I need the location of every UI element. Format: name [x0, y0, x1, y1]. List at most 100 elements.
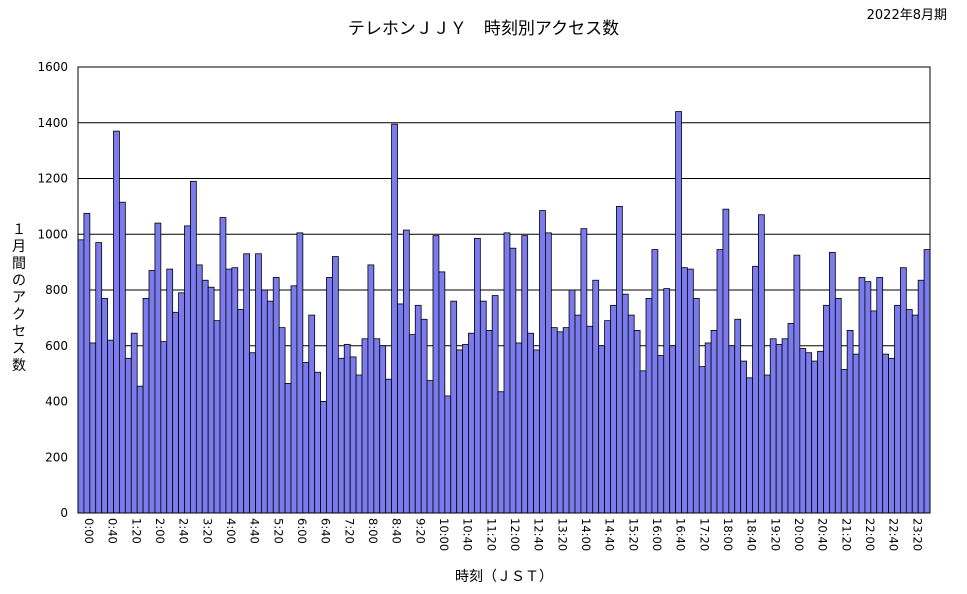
x-tick-labels: 0:00 0:40 1:20 2:00 2:40 3:20 4:00 4:40 5:20 6:00… — [82, 518, 924, 551]
y-axis-label: １月間のアクセス数 — [12, 222, 26, 374]
bar — [598, 345, 605, 514]
bar — [474, 238, 481, 514]
bar — [367, 264, 375, 514]
bar — [805, 352, 813, 514]
bar — [219, 217, 227, 514]
bar — [503, 232, 511, 514]
bar — [781, 338, 789, 514]
x-tick-label: 20:00 — [792, 518, 806, 551]
bar — [740, 360, 747, 514]
bar — [349, 356, 357, 514]
x-tick-label: 22:00 — [863, 518, 877, 551]
bar — [373, 338, 381, 514]
bar — [840, 369, 848, 514]
bar — [290, 285, 298, 514]
bar — [332, 256, 339, 514]
x-tick-label: 2:00 — [153, 518, 167, 544]
bar — [201, 279, 209, 514]
bar — [817, 350, 824, 514]
bar — [527, 332, 534, 514]
bar — [432, 235, 440, 514]
bar — [645, 297, 653, 514]
bar — [284, 382, 292, 514]
bar — [923, 249, 931, 514]
x-tick-label: 16:00 — [650, 518, 664, 551]
bar — [119, 201, 126, 514]
bar — [237, 309, 245, 514]
bar — [231, 267, 239, 514]
bar — [101, 297, 108, 514]
bar — [586, 325, 594, 514]
y-tick-label: 400 — [45, 395, 68, 409]
bar — [763, 374, 771, 514]
x-tick-label: 13:20 — [555, 518, 569, 551]
bar — [148, 270, 156, 514]
bar — [414, 304, 422, 514]
bar — [266, 300, 274, 514]
bar — [834, 297, 842, 514]
bar — [438, 271, 446, 514]
bar — [829, 251, 836, 514]
x-tick-label: 12:00 — [508, 518, 522, 551]
x-tick-label: 6:40 — [319, 518, 333, 544]
bar — [113, 130, 120, 514]
bar — [207, 286, 215, 514]
bars — [77, 111, 931, 514]
bar — [894, 304, 901, 514]
bar — [687, 268, 694, 514]
x-tick-label: 9:20 — [413, 518, 427, 544]
bar — [391, 123, 398, 514]
bar — [397, 303, 404, 514]
x-tick-label: 16:40 — [674, 518, 688, 551]
bar — [562, 327, 570, 514]
x-tick-label: 10:00 — [437, 518, 451, 551]
x-tick-label: 7:20 — [342, 518, 356, 544]
bar — [320, 401, 327, 514]
bar — [272, 277, 280, 514]
bar — [385, 378, 392, 514]
bar — [166, 268, 174, 514]
x-tick-label: 0:00 — [82, 518, 96, 544]
bar — [95, 242, 103, 514]
bar — [278, 327, 286, 514]
bar — [77, 239, 85, 514]
bar — [864, 281, 872, 514]
bar — [752, 265, 759, 514]
bar — [616, 205, 623, 514]
bar — [515, 342, 523, 514]
y-tick-label: 0 — [60, 506, 68, 520]
y-tick-labels: 0 200 400 600 800 1000 1200 1400 1600 — [37, 60, 68, 520]
bar — [521, 235, 529, 514]
bar — [130, 332, 138, 514]
bar — [107, 339, 114, 514]
bar — [639, 370, 647, 514]
bar — [450, 300, 458, 514]
bar — [456, 349, 463, 514]
bar — [302, 362, 310, 514]
bar — [858, 277, 866, 514]
x-tick-label: 20:40 — [816, 518, 830, 551]
bar — [651, 249, 659, 514]
bar — [296, 232, 304, 514]
bar — [574, 314, 582, 514]
bar — [379, 345, 387, 514]
bar — [255, 253, 262, 514]
bar — [823, 304, 830, 514]
bar — [160, 341, 168, 514]
bar — [83, 212, 91, 514]
bar — [124, 357, 132, 514]
bar — [633, 330, 641, 514]
bar — [722, 208, 730, 514]
bar — [799, 348, 807, 514]
bar — [888, 357, 895, 514]
bar — [539, 210, 546, 514]
bar — [154, 222, 162, 514]
bar — [314, 371, 321, 514]
bar — [479, 300, 487, 514]
x-tick-label: 12:40 — [532, 518, 546, 551]
bar — [468, 332, 475, 514]
y-tick-label: 1400 — [37, 116, 68, 130]
bar — [852, 353, 860, 514]
bar — [758, 214, 765, 514]
bar — [491, 295, 499, 514]
